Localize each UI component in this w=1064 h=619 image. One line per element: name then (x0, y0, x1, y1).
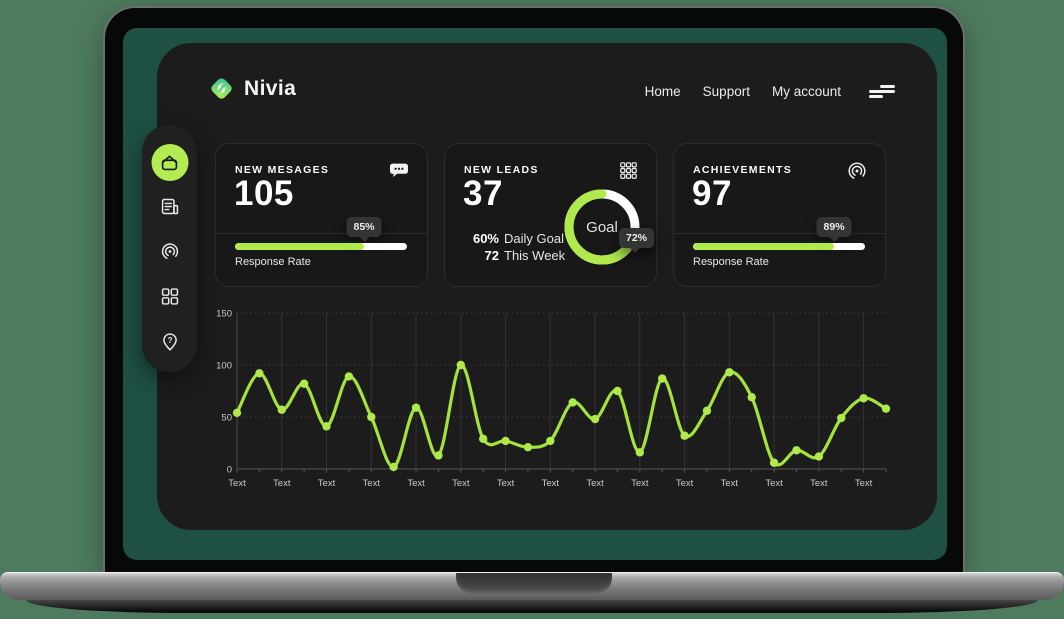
svg-text:Text: Text (765, 478, 783, 489)
card-value: 105 (234, 174, 294, 213)
svg-text:Text: Text (586, 478, 604, 489)
sidebar-item-help[interactable]: ? (159, 331, 180, 357)
brand-name: Nivia (244, 76, 297, 100)
card-title: ACHIEVEMENTS (693, 164, 793, 176)
sidebar: ? (142, 125, 197, 372)
card-new-leads: NEW LEADS 37 60% Daily Goal 72 This Week… (444, 143, 657, 287)
broadcast-icon (846, 160, 868, 187)
goal-donut-chart: Goal 72% (560, 185, 655, 269)
svg-text:100: 100 (216, 361, 232, 372)
progress-fill (235, 243, 364, 250)
nav-item-support[interactable]: Support (702, 84, 750, 99)
grid-icon (161, 288, 178, 305)
progress-bar (235, 243, 407, 250)
laptop-base (0, 572, 1064, 600)
chat-bubble-icon (388, 160, 410, 187)
stat-number: 60% (472, 231, 499, 246)
svg-text:Text: Text (497, 478, 515, 489)
nav-item-home[interactable]: Home (644, 84, 681, 99)
progress-fill (693, 243, 835, 250)
goal-stats: 60% Daily Goal 72 This Week (462, 231, 565, 263)
card-achievements: ACHIEVEMENTS 97 89% Response Rate (673, 143, 886, 287)
progress-label: Response Rate (693, 256, 769, 268)
location-help-icon: ? (162, 333, 177, 351)
svg-text:Text: Text (721, 478, 739, 489)
progress-bar (693, 243, 865, 250)
brand-logo: Nivia (208, 75, 296, 102)
svg-text:Text: Text (273, 478, 291, 489)
card-title: NEW MESAGES (235, 164, 330, 176)
laptop-base-notch (456, 573, 612, 594)
activity-line-chart: 0 50 100 150 Text Text Text Text Text Text Text Tex… (216, 309, 891, 489)
stat-text: This Week (504, 247, 566, 263)
progress-tooltip: 89% (816, 217, 852, 237)
card-value: 97 (692, 174, 732, 213)
nav-item-my-account[interactable]: My account (771, 84, 841, 99)
card-new-messages: NEW MESAGES 105 85% Response Rate (215, 143, 428, 287)
stat-number: 72 (484, 247, 499, 263)
svg-text:Text: Text (407, 478, 425, 489)
menu-lines-icon[interactable] (869, 85, 895, 98)
svg-text:Text: Text (318, 478, 336, 489)
divider (674, 233, 885, 234)
svg-text:Text: Text (855, 478, 873, 489)
donut-center-label: Goal (586, 218, 618, 236)
active-item-highlight (151, 144, 188, 181)
svg-text:150: 150 (216, 309, 232, 320)
broadcast-icon (161, 243, 178, 260)
sidebar-item-broadcast[interactable] (159, 241, 180, 267)
svg-text:Text: Text (452, 478, 470, 489)
stat-text: Daily Goal (504, 231, 564, 246)
card-value: 37 (463, 174, 503, 213)
svg-text:Text: Text (363, 478, 381, 489)
laptop-base-underside (26, 600, 1038, 613)
svg-text:Text: Text (631, 478, 649, 489)
envelope-icon (161, 155, 178, 170)
svg-text:Text: Text (228, 478, 246, 489)
svg-text:?: ? (167, 336, 172, 345)
sidebar-item-apps[interactable] (159, 286, 180, 312)
sidebar-item-news[interactable] (159, 196, 180, 222)
goal-tooltip: 72% (619, 228, 655, 253)
svg-text:50: 50 (221, 413, 232, 424)
svg-text:Text: Text (810, 478, 828, 489)
svg-text:Text: Text (542, 478, 560, 489)
svg-text:0: 0 (227, 465, 232, 476)
progress-tooltip: 85% (346, 217, 382, 237)
progress-label: Response Rate (235, 256, 311, 268)
top-nav: Home Support My account (600, 84, 895, 99)
news-icon (161, 198, 178, 215)
grid-dots-icon (618, 160, 639, 186)
sidebar-item-messages[interactable] (151, 144, 188, 181)
card-title: NEW LEADS (464, 164, 539, 176)
divider (216, 233, 427, 234)
nivia-logo-icon (211, 78, 232, 99)
svg-text:Text: Text (676, 478, 694, 489)
